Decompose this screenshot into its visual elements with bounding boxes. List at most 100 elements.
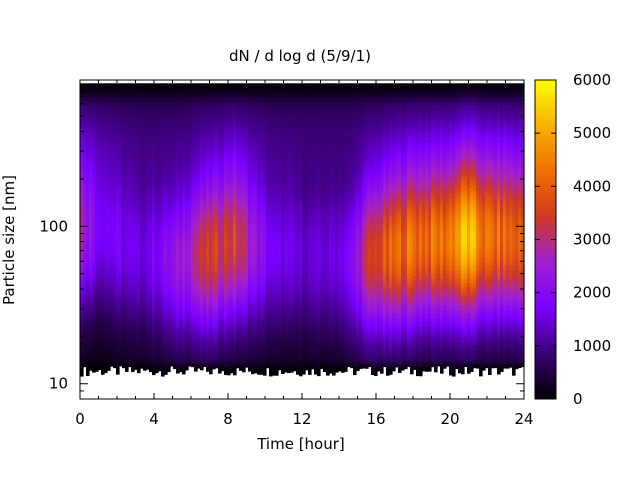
heatmap-cell [137, 119, 141, 125]
heatmap-cell [89, 226, 93, 232]
heatmap-cell [107, 132, 111, 138]
heatmap-cell [86, 243, 90, 249]
heatmap-cell [101, 210, 105, 216]
heatmap-cell [89, 356, 93, 362]
heatmap-cell [98, 136, 102, 143]
heatmap-cell [119, 100, 123, 106]
heatmap-cell [116, 165, 120, 171]
heatmap-cell [128, 96, 132, 102]
heatmap-cell [134, 266, 138, 272]
heatmap-cell [140, 279, 144, 285]
heatmap-cell [122, 327, 126, 333]
heatmap-cell [104, 151, 108, 157]
heatmap-cell [149, 335, 153, 341]
heatmap-cell [131, 281, 135, 287]
heatmap-cell [116, 151, 120, 157]
heatmap-cell [128, 92, 132, 98]
heatmap-cell [101, 201, 105, 207]
heatmap-cell [128, 136, 132, 142]
heatmap-cell [131, 191, 135, 197]
heatmap-cell [131, 276, 135, 282]
heatmap-cell [122, 212, 126, 218]
heatmap-cell [143, 132, 147, 138]
heatmap-cell [125, 173, 129, 179]
heatmap-cell [98, 92, 102, 98]
heatmap-cell [92, 200, 96, 206]
heatmap-cell [107, 325, 111, 331]
heatmap-cell [116, 237, 120, 243]
heatmap-cell [137, 173, 141, 179]
heatmap-cell [143, 146, 147, 152]
heatmap-cell [128, 127, 132, 133]
heatmap-cell [146, 119, 150, 125]
heatmap-cell [101, 106, 105, 112]
heatmap-cell [83, 357, 87, 363]
heatmap-cell [125, 348, 129, 354]
heatmap-cell [104, 227, 108, 233]
heatmap-cell [128, 238, 132, 244]
heatmap-cell [83, 145, 87, 151]
heatmap-cell [107, 204, 111, 210]
heatmap-cell [89, 320, 93, 326]
heatmap-cell [146, 132, 150, 138]
heatmap-cell [134, 123, 138, 129]
heatmap-cell [137, 363, 141, 369]
heatmap-cell [92, 344, 96, 351]
heatmap-cell [95, 263, 99, 269]
heatmap-cell [149, 281, 153, 287]
heatmap-cell [119, 352, 123, 358]
heatmap-cell [125, 87, 129, 93]
heatmap-cell [119, 83, 123, 89]
heatmap-cell [125, 281, 129, 287]
heatmap-cell [98, 221, 102, 227]
heatmap-cell [89, 361, 93, 367]
heatmap-cell [149, 245, 153, 251]
heatmap-cell [92, 362, 96, 369]
heatmap-cell [104, 322, 108, 328]
heatmap-cell [134, 141, 138, 147]
heatmap-cell [116, 183, 120, 189]
heatmap-cell [149, 200, 153, 206]
heatmap-cell [140, 199, 144, 205]
heatmap-cell [95, 267, 99, 273]
heatmap-cell [113, 354, 117, 360]
heatmap-cell [89, 302, 93, 308]
heatmap-cell [149, 110, 153, 116]
heatmap-cell [116, 160, 120, 166]
heatmap-cell [146, 190, 150, 196]
heatmap-cell [86, 357, 90, 363]
heatmap-cell [140, 265, 144, 271]
heatmap-cell [95, 114, 99, 120]
heatmap-cell [98, 159, 102, 165]
heatmap-cell [125, 195, 129, 201]
heatmap-cell [80, 225, 84, 231]
heatmap-cell [146, 172, 150, 178]
heatmap-cell [134, 132, 138, 138]
heatmap-cell [146, 257, 150, 263]
heatmap-cell [80, 261, 84, 267]
heatmap-cell [122, 256, 126, 262]
heatmap-cell [89, 159, 93, 165]
heatmap-cell [263, 370, 267, 376]
heatmap-cell [137, 155, 141, 161]
heatmap-cell [119, 87, 123, 93]
heatmap-cell [140, 239, 144, 245]
heatmap-cell [137, 291, 141, 297]
heatmap-cell [137, 227, 141, 234]
heatmap-cell [143, 190, 147, 196]
heatmap-cell [149, 362, 153, 368]
heatmap-cell [143, 231, 147, 237]
heatmap-cell [92, 295, 96, 301]
heatmap-cell [128, 87, 132, 93]
heatmap-cell [80, 234, 84, 240]
heatmap-cell [95, 281, 99, 287]
heatmap-cell [146, 208, 150, 214]
heatmap-cell [98, 83, 102, 89]
heatmap-cell [149, 159, 153, 165]
heatmap-cell [110, 162, 114, 168]
heatmap-cell [98, 154, 102, 160]
heatmap-cell [86, 366, 90, 372]
heatmap-cell [143, 119, 147, 125]
heatmap-cell [128, 344, 132, 350]
heatmap-cell [125, 258, 129, 264]
